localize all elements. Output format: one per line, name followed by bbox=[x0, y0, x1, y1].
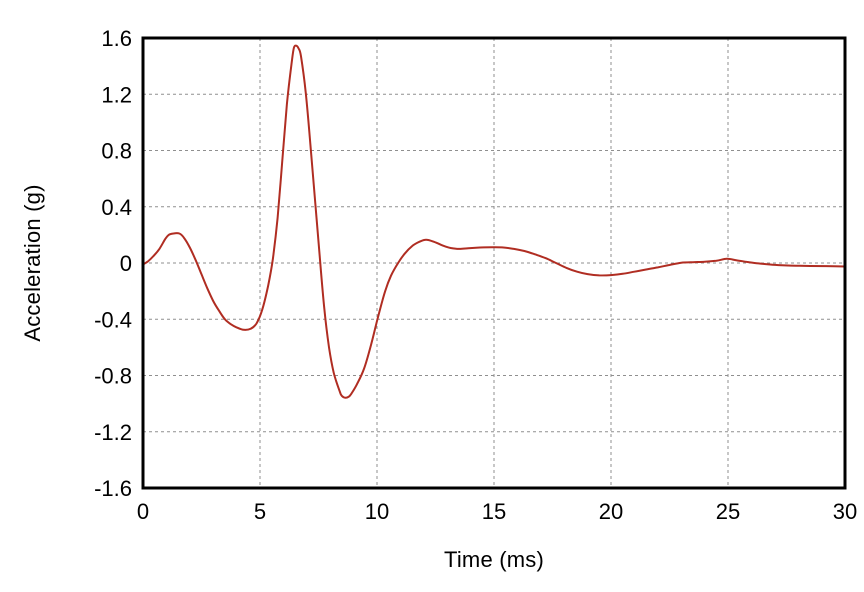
acceleration-trace-line bbox=[142, 44, 846, 399]
x-tick-label: 0 bbox=[137, 499, 149, 524]
y-tick-label: -0.4 bbox=[94, 307, 132, 332]
y-tick-label: 0 bbox=[120, 251, 132, 276]
x-tick-label: 20 bbox=[599, 499, 623, 524]
y-tick-label: -1.2 bbox=[94, 420, 132, 445]
y-tick-label: 1.6 bbox=[101, 26, 132, 51]
plot-frame bbox=[141, 36, 847, 490]
x-tick-label: 5 bbox=[254, 499, 266, 524]
data-series bbox=[142, 44, 846, 399]
x-tick-label: 15 bbox=[482, 499, 506, 524]
x-tick-label: 25 bbox=[716, 499, 740, 524]
y-axis-title: Acceleration (g) bbox=[20, 184, 45, 342]
x-tick-label: 30 bbox=[833, 499, 857, 524]
y-tick-label: -1.6 bbox=[94, 476, 132, 501]
x-axis-tick-labels: 0 5 10 15 20 25 30 bbox=[137, 499, 857, 524]
y-tick-label: -0.8 bbox=[94, 364, 132, 389]
y-axis-tick-labels: 1.6 1.2 0.8 0.4 0 -0.4 -0.8 -1.2 -1.6 bbox=[94, 26, 132, 501]
y-tick-label: 0.8 bbox=[101, 139, 132, 164]
y-tick-label: 1.2 bbox=[101, 82, 132, 107]
grid-lines bbox=[143, 38, 845, 488]
y-tick-label: 0.4 bbox=[101, 195, 132, 220]
x-tick-label: 10 bbox=[365, 499, 389, 524]
x-axis-title: Time (ms) bbox=[444, 547, 544, 572]
